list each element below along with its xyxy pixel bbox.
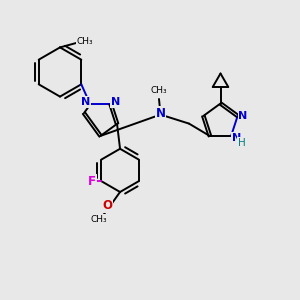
Text: CH₃: CH₃: [76, 37, 93, 46]
Text: CH₃: CH₃: [91, 215, 107, 224]
Text: H: H: [238, 138, 245, 148]
Text: N: N: [238, 111, 247, 121]
Text: N: N: [81, 97, 90, 107]
Text: N: N: [111, 97, 120, 107]
Text: N: N: [232, 133, 241, 142]
Text: CH₃: CH₃: [151, 86, 167, 95]
Text: N: N: [155, 106, 166, 120]
Text: F: F: [88, 175, 96, 188]
Text: O: O: [102, 199, 112, 212]
